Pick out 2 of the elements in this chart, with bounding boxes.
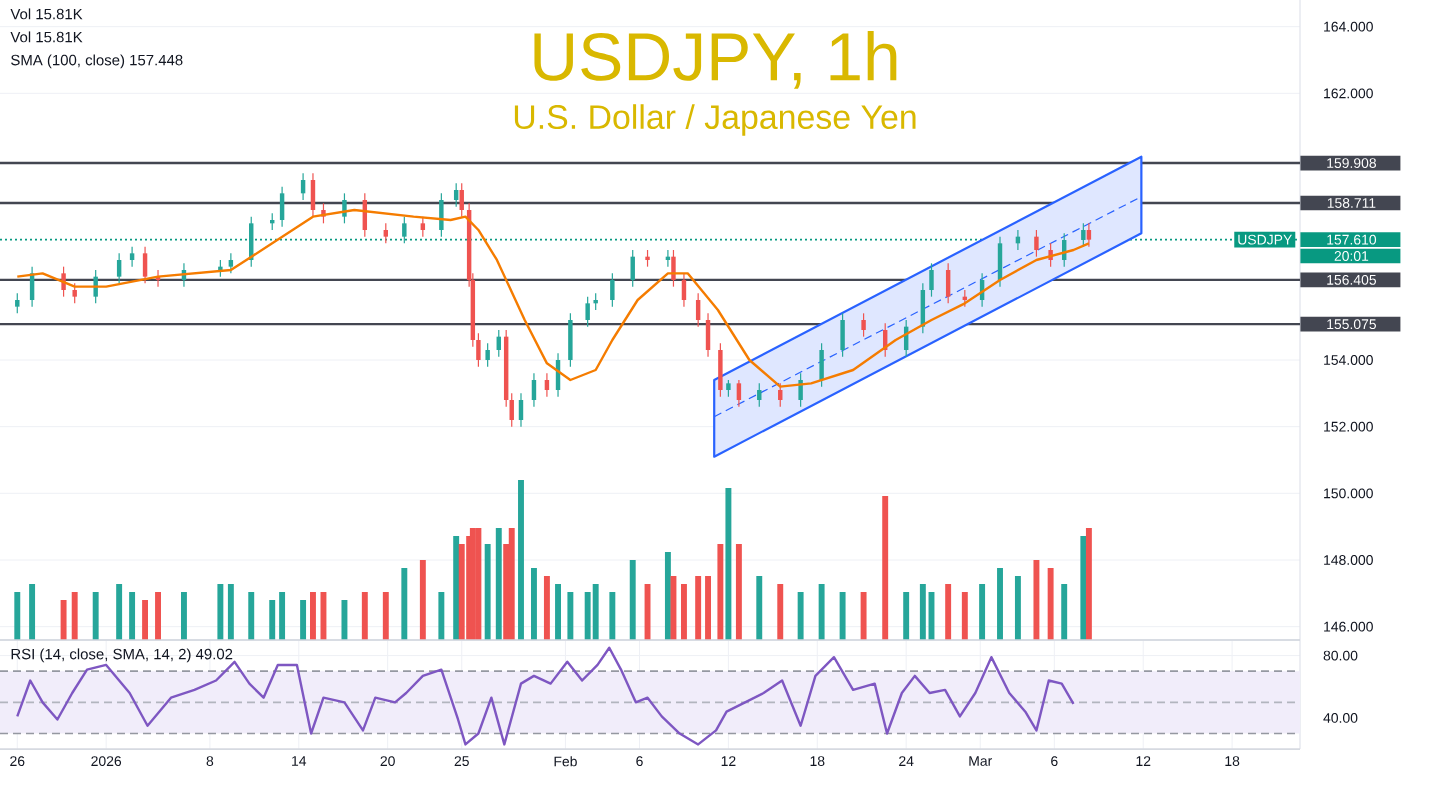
text: U.S. Dollar / Japanese Yen: [514, 104, 916, 136]
chart-title: USDJPY, 1h: [534, 31, 897, 89]
